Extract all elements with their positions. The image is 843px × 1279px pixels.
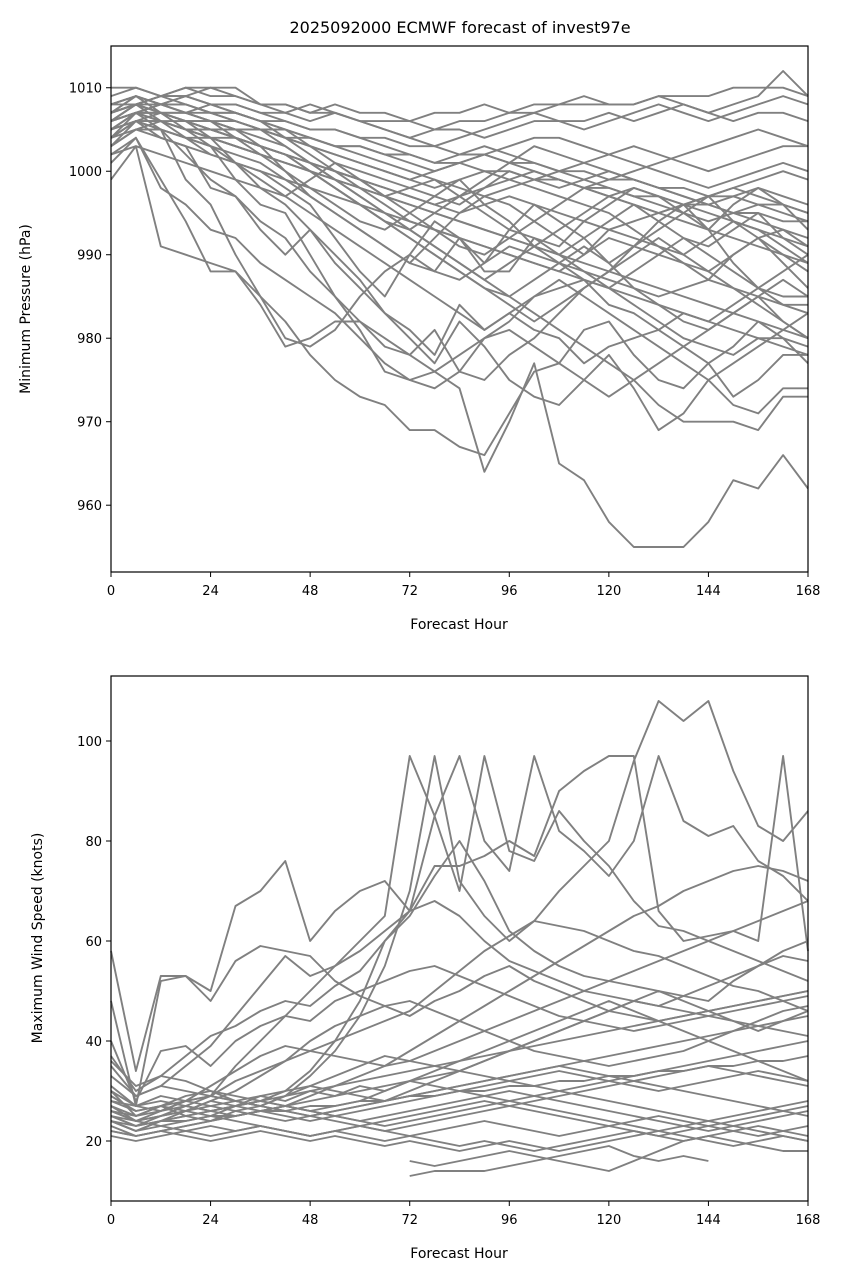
pressure-member-line-37 (110, 111, 809, 214)
pressure-x-tick-label: 96 (501, 584, 518, 599)
pressure-member-line-18 (110, 111, 808, 198)
pressure-x-tick-label: 72 (401, 584, 418, 599)
pressure-x-tick-label: 168 (796, 584, 821, 599)
pressure-member-line-30 (110, 111, 808, 223)
wind-member-line-5 (110, 840, 809, 1092)
pressure-panel: 2025092000 ECMWF forecast of invest97e 0… (18, 18, 820, 633)
wind-y-tick-label: 100 (77, 735, 102, 750)
wind-ticks-layer: 0 24 48 72 96 120 144 168 20 40 60 80 100 (77, 735, 820, 1228)
wind-x-tick-label: 168 (796, 1213, 821, 1228)
wind-member-line-15 (110, 1040, 809, 1137)
pressure-y-tick-label: 1000 (69, 165, 102, 180)
wind-y-tick-label: 80 (85, 835, 102, 850)
wind-member-line-20 (409, 1145, 709, 1177)
chart-title: 2025092000 ECMWF forecast of invest97e (289, 18, 630, 37)
pressure-member-line-25 (110, 120, 809, 315)
pressure-member-line-38 (110, 128, 809, 340)
wind-plot-frame (110, 675, 809, 1202)
pressure-x-axis-label: Forecast Hour (410, 617, 508, 633)
wind-member-line-25 (110, 1060, 809, 1132)
pressure-y-tick-label: 980 (77, 332, 102, 347)
wind-x-tick-label: 72 (401, 1213, 418, 1228)
wind-member-line-10 (110, 920, 809, 1127)
pressure-member-line-35 (110, 95, 809, 214)
wind-member-line-8 (110, 965, 809, 1102)
pressure-member-line-29 (110, 128, 809, 356)
wind-member-line-30 (110, 1065, 809, 1132)
wind-member-line-18 (110, 1130, 809, 1152)
wind-y-axis-label: Maximum Wind Speed (knots) (30, 833, 46, 1044)
wind-x-tick-label: 24 (202, 1213, 219, 1228)
pressure-member-line-33 (110, 95, 809, 381)
wind-x-tick-label: 0 (107, 1213, 115, 1228)
wind-member-line-21 (409, 1135, 808, 1172)
wind-y-tick-label: 20 (85, 1135, 102, 1150)
pressure-member-line-36 (110, 120, 809, 381)
pressure-y-tick-label: 990 (77, 249, 102, 264)
pressure-plot-frame (110, 45, 809, 573)
pressure-series-layer (110, 70, 809, 548)
wind-x-tick-label: 96 (501, 1213, 518, 1228)
pressure-x-tick-label: 144 (696, 584, 721, 599)
wind-x-tick-label: 144 (696, 1213, 721, 1228)
wind-member-line-11 (110, 900, 809, 1122)
wind-member-line-28 (110, 1070, 809, 1127)
wind-x-tick-label: 120 (596, 1213, 621, 1228)
wind-y-tick-label: 40 (85, 1035, 102, 1050)
pressure-x-tick-label: 0 (107, 584, 115, 599)
pressure-x-tick-label: 48 (302, 584, 319, 599)
wind-member-line-29 (110, 1000, 809, 1122)
pressure-x-tick-label: 120 (596, 584, 621, 599)
pressure-member-line-2 (110, 120, 808, 457)
pressure-y-axis-label: Minimum Pressure (hPa) (18, 224, 34, 394)
pressure-y-tick-label: 970 (77, 416, 102, 431)
wind-member-line-3 (110, 755, 809, 1072)
wind-x-tick-label: 48 (302, 1213, 319, 1228)
pressure-y-tick-label: 960 (77, 499, 102, 514)
pressure-member-line-14 (111, 86, 809, 131)
pressure-member-line-5 (110, 111, 808, 432)
pressure-y-tick-label: 1010 (69, 82, 102, 97)
wind-panel: 0 24 48 72 96 120 144 168 20 40 60 80 100 Forecast H… (30, 675, 820, 1262)
wind-y-tick-label: 60 (85, 935, 102, 950)
pressure-x-tick-label: 24 (202, 584, 219, 599)
wind-member-line-6 (110, 900, 809, 1097)
wind-x-axis-label: Forecast Hour (410, 1246, 508, 1262)
pressure-member-line-16 (110, 86, 809, 139)
wind-series-layer (110, 700, 809, 1177)
wind-member-line-17 (110, 1115, 809, 1142)
pressure-member-line-8 (110, 136, 808, 390)
pressure-member-line-3 (110, 120, 808, 398)
pressure-member-line-1 (110, 145, 809, 548)
wind-member-line-31 (110, 1100, 809, 1137)
pressure-ticks-layer: 0 24 48 72 96 120 144 168 960 970 980 990 1000 1010 (69, 82, 821, 599)
